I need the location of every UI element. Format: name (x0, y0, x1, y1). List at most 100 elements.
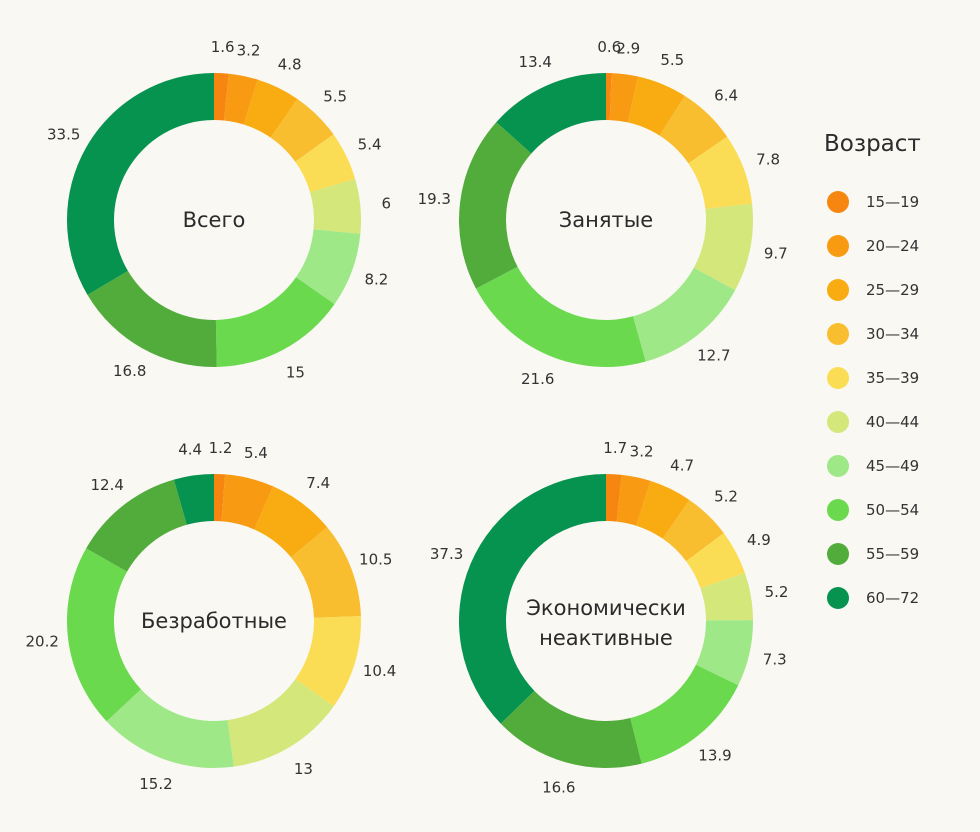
slice-2-8 (476, 266, 646, 368)
data-label-3-8: 20.2 (25, 632, 58, 650)
slice-2-7 (633, 267, 736, 362)
data-label-2-2: 2.9 (616, 39, 640, 57)
legend-label-5: 35—39 (866, 369, 919, 387)
data-label-4-3: 4.7 (670, 457, 694, 475)
data-label-4-8: 13.9 (698, 746, 731, 764)
data-label-4-2: 3.2 (630, 443, 654, 461)
data-label-3-5: 10.4 (363, 662, 396, 680)
slice-4-4 (662, 499, 724, 562)
slice-4-9 (500, 690, 642, 768)
slice-4-2 (616, 474, 651, 526)
slice-3-9 (86, 479, 187, 572)
slice-4-5 (686, 533, 745, 589)
legend-label-3: 25—29 (866, 281, 919, 299)
data-label-1-1: 1.6 (211, 38, 235, 56)
data-label-2-7: 12.7 (697, 346, 730, 364)
donut-chart-1: 1.6 3.2 4.8 5.5 5.4 6 8.2 15 16.8 33.5 Всего (47, 38, 391, 381)
slice-1-2 (224, 73, 258, 125)
slice-1-5 (295, 134, 356, 193)
slice-1-1 (214, 73, 229, 121)
data-label-4-6: 5.2 (765, 583, 789, 601)
legend-label-2: 20—24 (866, 237, 919, 255)
legend-label-4: 30—34 (866, 325, 919, 343)
chart-title-3: Безработные (141, 609, 287, 633)
slice-2-4 (659, 95, 728, 164)
slice-4-7 (695, 620, 753, 686)
data-label-1-3: 4.8 (278, 55, 302, 73)
data-label-1-6: 6 (381, 195, 391, 213)
legend-swatch-10 (827, 587, 849, 609)
slice-3-6 (227, 679, 334, 767)
slice-1-6 (310, 178, 361, 234)
slice-4-3 (636, 480, 690, 539)
legend-swatch-1 (827, 191, 849, 213)
legend-swatch-3 (827, 279, 849, 301)
data-label-4-9: 16.6 (542, 778, 575, 796)
data-label-2-1: 0.6 (597, 38, 621, 56)
data-label-3-10: 4.4 (178, 441, 202, 459)
data-label-3-4: 10.5 (359, 551, 392, 569)
slice-3-4 (290, 527, 361, 618)
donut-chart-3: 1.2 5.4 7.4 10.5 10.4 13 15.2 20.2 12.4 4.4 Безраб… (25, 439, 396, 793)
legend-label-9: 55—59 (866, 545, 919, 563)
data-label-3-9: 12.4 (90, 476, 123, 494)
donut-chart-4: 1.7 3.2 4.7 5.2 4.9 5.2 7.3 13.9 16.6 37.3 Экономи… (430, 439, 789, 796)
chart-title-1: Всего (183, 208, 246, 232)
slice-3-8 (66, 548, 141, 722)
slice-4-6 (700, 572, 753, 621)
legend-label-8: 50—54 (866, 501, 919, 519)
data-label-1-9: 16.8 (113, 362, 146, 380)
data-label-3-6: 13 (294, 760, 313, 778)
chart-title-line-4-1: Экономически (526, 596, 685, 620)
slice-1-10 (67, 73, 214, 295)
legend-swatch-8 (827, 499, 849, 521)
data-label-2-5: 7.8 (756, 151, 780, 169)
legend-title: Возраст (824, 131, 921, 157)
slice-2-3 (627, 76, 685, 136)
slice-3-3 (254, 486, 328, 558)
slice-2-6 (693, 203, 753, 291)
slice-4-10 (459, 474, 606, 724)
legend-swatch-7 (827, 455, 849, 477)
data-label-1-2: 3.2 (237, 41, 261, 59)
slice-2-5 (688, 136, 753, 209)
slice-1-7 (295, 229, 361, 305)
data-label-1-10: 33.5 (47, 125, 80, 143)
slice-3-2 (221, 474, 274, 530)
data-label-3-1: 1.2 (209, 439, 233, 457)
data-label-4-10: 37.3 (430, 545, 463, 563)
data-label-4-1: 1.7 (603, 439, 627, 457)
data-label-4-7: 7.3 (763, 650, 787, 668)
charts-area: 1.6 3.24.85.55.468.21516.833.5Всего0.62.9… (25, 38, 788, 796)
data-label-4-5: 4.9 (747, 531, 771, 549)
legend-label-10: 60—72 (866, 589, 919, 607)
data-label-3-3: 7.4 (306, 474, 330, 492)
slice-3-1 (214, 474, 226, 522)
legend-swatch-4 (827, 323, 849, 345)
donut-chart-2: 0.62.9 5.5 6.4 7.8 9.7 12.7 21.6 19.3 13.4 Заняты… (418, 38, 788, 388)
data-label-2-10: 13.4 (519, 53, 552, 71)
slice-3-5 (295, 616, 361, 707)
slice-4-1 (606, 474, 622, 522)
data-label-2-3: 5.5 (660, 51, 684, 69)
slice-3-7 (106, 689, 234, 768)
slice-2-9 (459, 122, 532, 289)
legend-label-6: 40—44 (866, 413, 919, 431)
slice-2-2 (609, 73, 639, 123)
slice-1-3 (243, 79, 298, 138)
data-label-1-5: 5.4 (358, 135, 382, 153)
data-label-3-2: 5.4 (244, 444, 268, 462)
data-label-2-6: 9.7 (764, 244, 788, 262)
slice-1-4 (270, 98, 334, 162)
data-label-4-4: 5.2 (714, 487, 738, 505)
legend-label-7: 45—49 (866, 457, 919, 475)
data-label-2-4: 6.4 (714, 86, 738, 104)
data-label-3-7: 15.2 (139, 775, 172, 793)
legend-swatch-9 (827, 543, 849, 565)
data-label-1-4: 5.5 (323, 88, 347, 106)
data-label-1-8: 15 (286, 364, 305, 382)
age-legend: Возраст 15—19 20—24 25—29 30—34 35—39 40—44 45… (824, 131, 921, 609)
slice-1-8 (215, 277, 335, 367)
legend-swatch-2 (827, 235, 849, 257)
